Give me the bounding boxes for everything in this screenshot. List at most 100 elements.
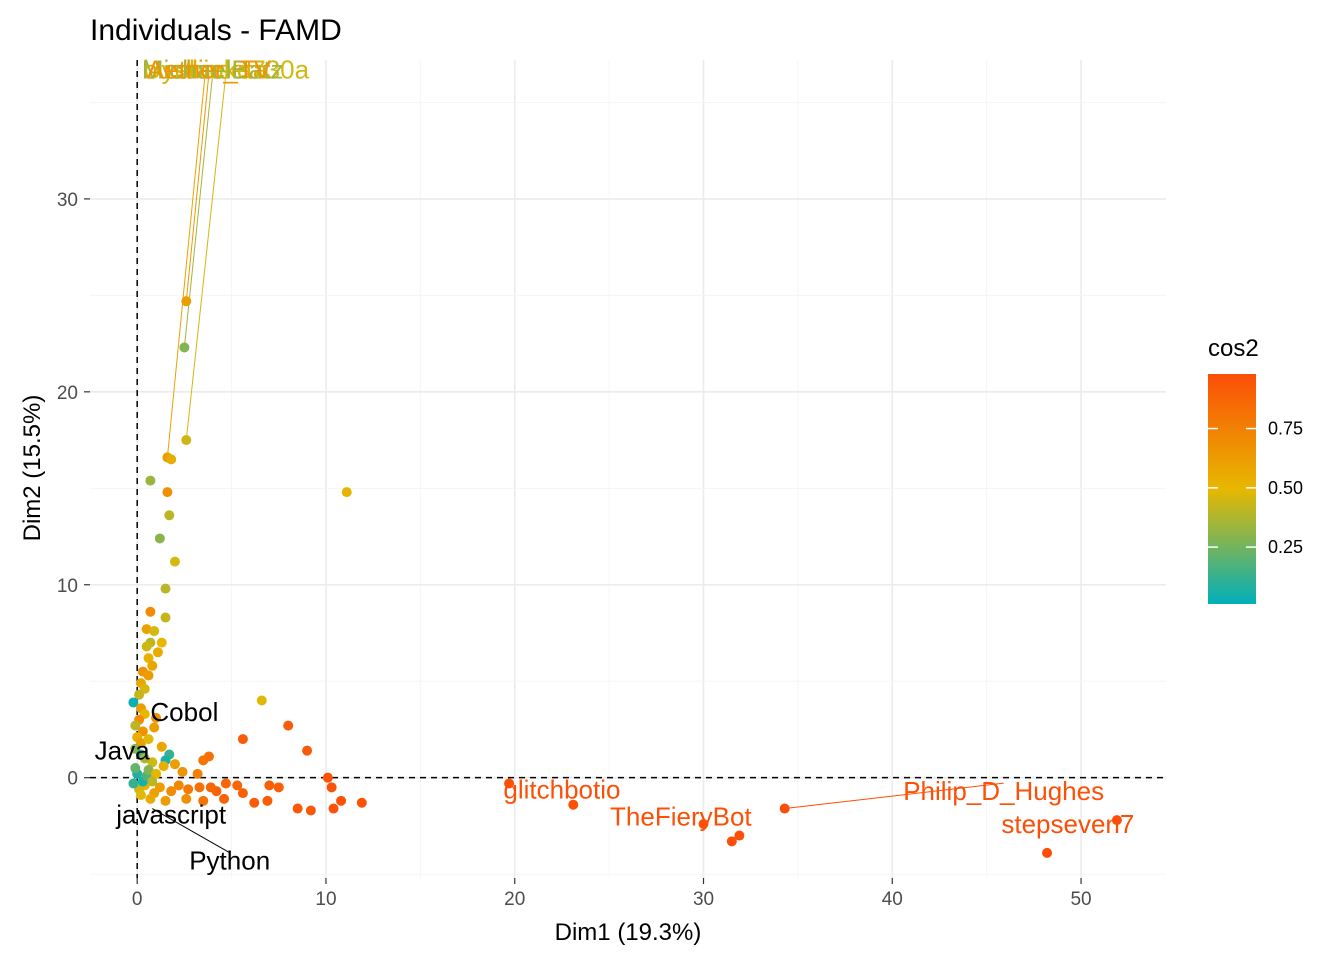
- data-point: [249, 797, 260, 808]
- point-label: Uyehioke730a: [143, 55, 310, 85]
- data-point: [139, 753, 150, 764]
- y-tick-label: 10: [57, 576, 78, 597]
- data-point: [504, 778, 515, 789]
- point-label: bustlinseta: [143, 55, 268, 85]
- label-connector: [152, 808, 230, 854]
- data-point: [237, 788, 248, 799]
- data-point: [160, 612, 171, 623]
- data-point: [154, 533, 165, 544]
- data-point: [152, 647, 163, 658]
- data-point: [169, 759, 180, 770]
- x-tick-label: 30: [693, 889, 714, 910]
- y-tick-label: 30: [57, 190, 78, 211]
- legend-colorbar: [1208, 374, 1256, 604]
- data-point: [194, 782, 205, 793]
- data-point: [130, 763, 141, 774]
- label-connector: [166, 73, 206, 458]
- data-point: [149, 626, 160, 637]
- x-axis: 0 10 20 30 40 50: [132, 878, 1092, 910]
- data-point: [169, 556, 180, 567]
- legend-tick-label: 0.50: [1268, 478, 1303, 498]
- data-point: [237, 734, 248, 745]
- data-point: [779, 803, 790, 814]
- data-point: [183, 784, 194, 795]
- legend-title: cos2: [1208, 335, 1259, 362]
- data-point: [149, 722, 160, 733]
- data-point: [181, 793, 192, 804]
- data-point: [160, 583, 171, 594]
- point-labels: bustlinsetaUyehioke730aMichaelBatzAether…: [95, 55, 1135, 876]
- data-point: [156, 741, 167, 752]
- data-point: [143, 653, 154, 664]
- data-point: [181, 435, 192, 446]
- data-point: [219, 793, 230, 804]
- grid: [90, 60, 1166, 878]
- y-axis: 0 10 20 30: [57, 190, 90, 790]
- point-label: Python: [189, 846, 270, 876]
- x-axis-title: Dim1 (19.3%): [555, 919, 702, 946]
- data-point: [181, 296, 192, 307]
- label-connector: [183, 73, 214, 348]
- y-tick-label: 0: [67, 769, 78, 790]
- data-point: [283, 720, 294, 731]
- points-layer: [128, 66, 1122, 858]
- data-point: [341, 487, 352, 498]
- point-label: Aether_TV: [147, 55, 272, 85]
- data-point: [198, 795, 209, 806]
- data-point: [734, 830, 745, 841]
- data-point: [192, 768, 203, 779]
- data-point: [698, 818, 709, 829]
- point-label: glitchbotio: [503, 774, 620, 804]
- data-point: [147, 660, 158, 671]
- data-point: [145, 475, 156, 486]
- data-point: [203, 751, 214, 762]
- point-label: Cobol: [150, 697, 218, 727]
- data-point: [130, 720, 141, 731]
- data-point: [162, 487, 173, 498]
- data-point: [158, 761, 169, 772]
- x-tick-label: 20: [504, 889, 525, 910]
- label-connector: [185, 73, 227, 441]
- data-point: [145, 793, 156, 804]
- point-label: TheFieryBot: [610, 801, 752, 831]
- data-point: [205, 782, 216, 793]
- data-point: [185, 66, 196, 77]
- legend-tick-label: 0.25: [1268, 537, 1303, 557]
- point-label: Java: [95, 736, 150, 766]
- data-point: [232, 780, 243, 791]
- legend-ticks: 0.25 0.50 0.75: [1208, 419, 1303, 557]
- point-label: stepseven7: [1001, 809, 1134, 839]
- legend: cos2 0.25 0.50 0.75: [1208, 335, 1303, 604]
- data-point: [179, 342, 190, 353]
- data-point: [336, 795, 347, 806]
- data-point: [143, 764, 154, 775]
- data-point: [1111, 815, 1122, 826]
- data-point: [173, 780, 184, 791]
- data-point: [273, 782, 284, 793]
- chart-title: Individuals - FAMD: [90, 14, 342, 47]
- y-tick-label: 20: [57, 383, 78, 404]
- data-point: [160, 795, 171, 806]
- data-point: [164, 510, 175, 521]
- data-point: [262, 795, 273, 806]
- reference-lines: [90, 60, 1166, 878]
- data-point: [128, 778, 139, 789]
- data-point: [166, 454, 177, 465]
- label-connector: [185, 73, 210, 302]
- data-point: [147, 757, 158, 768]
- data-point: [256, 695, 267, 706]
- data-point: [156, 637, 167, 648]
- data-point: [145, 606, 156, 617]
- data-point: [264, 780, 275, 791]
- data-point: [305, 805, 316, 816]
- label-connectors: [152, 73, 1004, 854]
- data-point: [1042, 847, 1053, 858]
- label-connector: [784, 782, 1004, 810]
- x-tick-label: 10: [315, 889, 336, 910]
- data-point: [292, 803, 303, 814]
- data-point: [328, 803, 339, 814]
- x-tick-label: 50: [1070, 889, 1091, 910]
- data-point: [151, 768, 162, 779]
- point-label: javascript: [115, 799, 227, 829]
